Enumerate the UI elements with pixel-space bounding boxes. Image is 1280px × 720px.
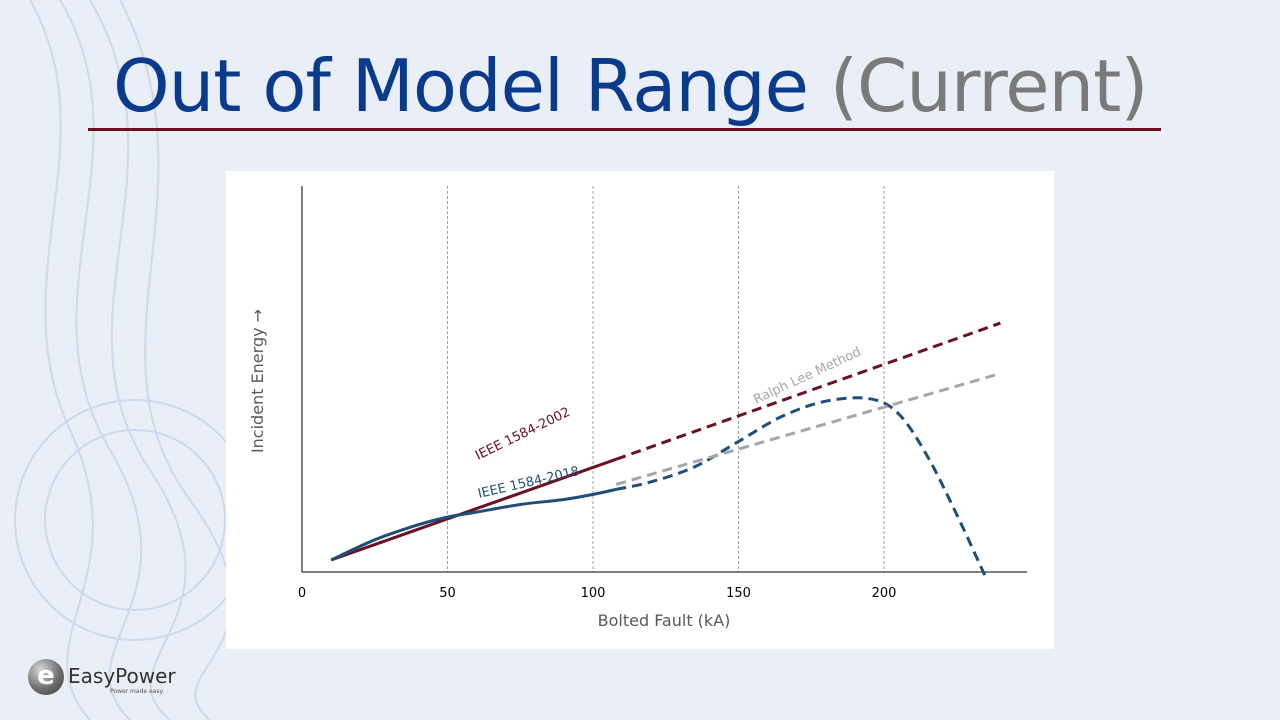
ieee-1584-2018-dashed-line [615,396,988,579]
x-tick-label: 150 [726,586,751,601]
x-tick-label: 50 [439,586,456,601]
x-tick-label: 0 [298,586,306,601]
incident-energy-chart: 0 50 100 150 200 Bolted Fault (kA) Incident En… [248,186,1027,630]
ieee-1584-2002-dashed-line [615,321,1001,461]
x-axis-label: Bolted Fault (kA) [598,611,731,630]
slide-title: Out of Model Range (Current) [113,40,1149,132]
chart-panel: 0 50 100 150 200 Bolted Fault (kA) Incident En… [226,171,1054,649]
series-label: IEEE 1584-2018 [477,464,581,502]
title-underline [88,128,1161,131]
x-tick-label: 100 [581,586,606,601]
x-tick-label: 200 [872,586,897,601]
logo-tagline: Power made easy. [110,688,165,695]
ieee-1584-2002-solid-line [330,457,617,562]
logo-name: EasyPower [68,664,176,688]
easypower-logo: e EasyPower Power made easy. [28,659,198,699]
ralph-lee-method-dashed-line [615,372,1001,486]
slide-title-sub: (Current) [829,44,1149,128]
series-label: IEEE 1584-2002 [473,405,573,464]
ieee-1584-2018-solid-line [330,487,617,562]
e-logo-icon: e [28,659,64,695]
slide-title-main: Out of Model Range [113,44,809,128]
y-axis-label: Incident Energy → [248,309,267,453]
